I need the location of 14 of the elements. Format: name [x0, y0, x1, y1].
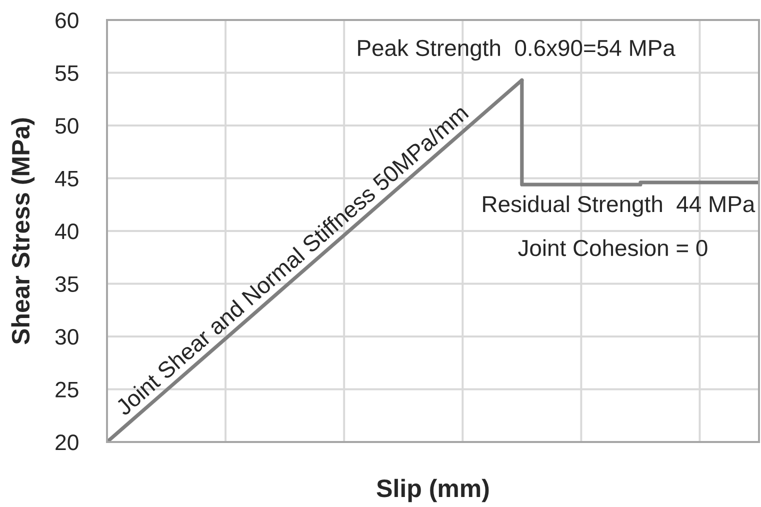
y-tick-label: 50 [55, 118, 78, 134]
annotation: Peak Strength 0.6x90=54 MPa [358, 39, 676, 61]
y-tick-label: 30 [55, 329, 78, 345]
annotation: Joint Cohesion = 0 [518, 239, 708, 256]
y-tick-label: 20 [56, 434, 78, 450]
annotation: Residual Strength 44 MPa [483, 195, 756, 217]
y-axis-title: Shear Stress (MPa) [11, 118, 35, 344]
x-axis-title: Slip (mm) [376, 478, 489, 502]
y-tick-label: 25 [56, 382, 78, 398]
y-tick-label: 35 [55, 276, 78, 292]
y-tick-label: 45 [55, 171, 78, 187]
y-tick-label: 60 [56, 12, 78, 28]
y-tick-label: 40 [55, 224, 78, 240]
y-tick-label: 55 [55, 66, 78, 82]
